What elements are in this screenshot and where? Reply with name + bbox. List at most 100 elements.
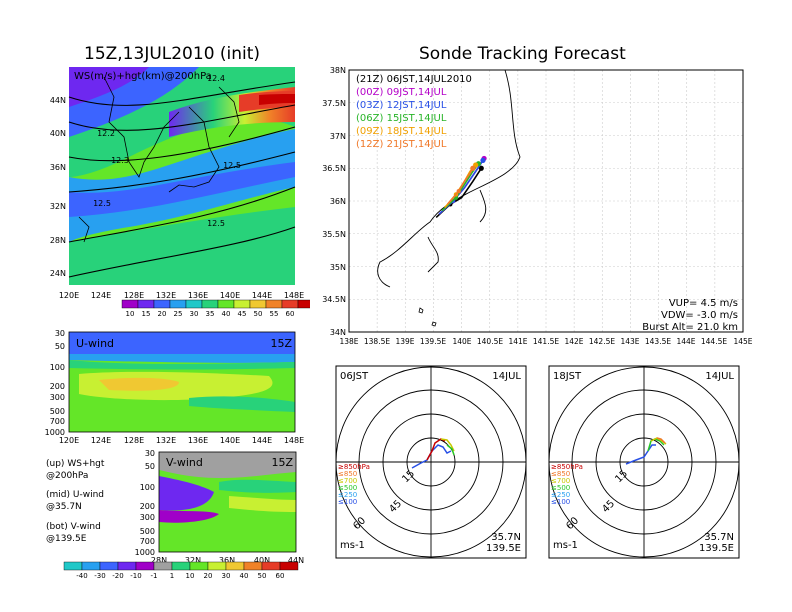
hodo-lat: 35.7N — [704, 532, 734, 543]
p-tick: 700 — [140, 537, 155, 546]
hodo-time: 06JST — [340, 371, 369, 382]
colorbar-tick: -40 — [76, 572, 87, 580]
lon-tick: 124E — [91, 291, 111, 300]
p-tick: 30 — [55, 329, 65, 338]
colorbar-swatch — [99, 561, 119, 571]
lon-tick: 140E — [220, 291, 240, 300]
launch-entry: (03Z) 12JST,14JUL — [356, 100, 447, 111]
left-title: 15Z,13JUL2010 (init) — [84, 44, 261, 64]
lon-tick: 140.5E — [477, 337, 503, 346]
launch-entry: (06Z) 15JST,14JUL — [356, 113, 447, 124]
p-tick: 300 — [50, 393, 65, 402]
p-tick: 100 — [50, 363, 65, 372]
colorbar-tick: -1 — [151, 572, 158, 580]
p-tick: 1000 — [45, 428, 65, 437]
colorbar-swatch — [169, 299, 187, 309]
hodograph-left: 06JST 14JUL ms-1 35.7N 139.5E 15 45 60 ≥… — [335, 365, 527, 559]
v-wind-colorbar: -40 -30 -20 -10 -1 1 10 20 30 40 50 60 — [63, 561, 299, 580]
note-bot: (bot) V-wind @139.5E — [46, 522, 101, 544]
track-map: 38N 37.5N 37N 36.5N 36N 35.5N 35N 34.5N … — [322, 66, 753, 346]
lat-tick: 36.5N — [322, 164, 346, 173]
upper-colorbar — [121, 299, 310, 309]
lon-tick: 144E — [252, 291, 272, 300]
lon-tick: 138.5E — [364, 337, 390, 346]
lat-tick: 28N — [50, 236, 66, 245]
colorbar-tick: 60 — [286, 310, 295, 318]
lon-tick: 143E — [620, 337, 639, 346]
lon-tick: 142E — [564, 337, 583, 346]
level-label: ≤100 — [338, 498, 357, 506]
upper-wind-map: 12.2 12.3 12.5 12.5 12.5 12.4 WS(m/s)+hg… — [50, 67, 310, 318]
level-label: ≤850 — [551, 470, 570, 478]
colorbar-tick: -10 — [130, 572, 141, 580]
level-label: ≥850hPa — [551, 463, 583, 471]
colorbar-swatch — [63, 561, 83, 571]
v-wind-label: V-wind — [166, 456, 203, 469]
hodo-trace — [446, 444, 455, 456]
level-label: ≤500 — [338, 484, 357, 492]
colorbar-tick: 25 — [174, 310, 183, 318]
launch-entry: (21Z) 06JST,14JUL2010 — [356, 74, 472, 85]
p-tick: 200 — [140, 502, 155, 511]
v-wind-section: V-wind 15Z 30 50 100 200 300 500 700 100… — [135, 449, 304, 565]
colorbar-swatch — [171, 561, 191, 571]
lat-tick: 36N — [219, 556, 235, 565]
colorbar-swatch — [135, 561, 155, 571]
lon-tick: 142.5E — [589, 337, 615, 346]
lat-tick: 32N — [185, 556, 201, 565]
colorbar-swatch — [185, 299, 203, 309]
hodo-time: 18JST — [553, 371, 582, 382]
level-label: ≤100 — [551, 498, 570, 506]
colorbar-tick: 15 — [142, 310, 151, 318]
colorbar-swatch — [201, 299, 219, 309]
p-tick: 1000 — [135, 548, 155, 557]
lon-tick: 128E — [124, 436, 144, 445]
colorbar-tick: 20 — [204, 572, 213, 580]
lon-tick: 140E — [452, 337, 471, 346]
level-label: ≤850 — [338, 470, 357, 478]
colorbar-swatch — [207, 561, 227, 571]
colorbar-swatch — [217, 299, 235, 309]
hodo-date: 14JUL — [705, 371, 734, 382]
lon-tick: 136E — [188, 291, 208, 300]
lon-tick: 139.5E — [420, 337, 446, 346]
p-tick: 100 — [140, 483, 155, 492]
field-label: WS(m/s)+hgt(km)@200hPa — [74, 71, 212, 82]
lat-tick: 35N — [330, 263, 346, 272]
lon-tick: 120E — [59, 291, 79, 300]
launch-entry: (00Z) 09JST,14JUL — [356, 87, 447, 98]
lon-tick: 136E — [188, 436, 208, 445]
lon-tick: 128E — [124, 291, 144, 300]
hodo-unit: ms-1 — [553, 540, 578, 551]
lat-tick: 32N — [50, 202, 66, 211]
lon-tick: 138E — [339, 337, 358, 346]
colorbar-tick: 20 — [158, 310, 167, 318]
launch-entry: (12Z) 21JST,14JUL — [356, 139, 447, 150]
contour-label: 12.5 — [207, 219, 225, 228]
note-mid: (mid) U-wind @35.7N — [46, 490, 105, 512]
launch-entry: (09Z) 18JST,14JUL — [356, 126, 447, 137]
contour-label: 12.5 — [223, 161, 241, 170]
colorbar-tick: 60 — [276, 572, 285, 580]
lon-tick: 132E — [156, 436, 176, 445]
hodo-trace — [440, 438, 455, 452]
level-label: ≤250 — [338, 491, 357, 499]
lon-tick: 132E — [156, 291, 176, 300]
p-tick: 50 — [55, 342, 65, 351]
p-tick: 50 — [145, 462, 155, 471]
lon-tick: 139E — [395, 337, 414, 346]
colorbar-tick: 45 — [238, 310, 247, 318]
colorbar-tick: 50 — [254, 310, 263, 318]
hodograph-right: 18JST 14JUL ms-1 35.7N 139.5E 15 45 60 ≥… — [548, 365, 740, 559]
p-tick: 500 — [140, 527, 155, 536]
track-series — [446, 167, 474, 205]
track-point — [456, 188, 461, 194]
colorbar-tick: 50 — [258, 572, 267, 580]
colorbar-swatch — [265, 299, 283, 309]
colorbar-swatch — [117, 561, 137, 571]
burst-text: Burst Alt= 21.0 km — [642, 322, 738, 333]
colorbar-swatch — [249, 299, 267, 309]
p-tick: 700 — [50, 417, 65, 426]
lat-tick: 37N — [330, 132, 346, 141]
hodo-date: 14JUL — [492, 371, 521, 382]
